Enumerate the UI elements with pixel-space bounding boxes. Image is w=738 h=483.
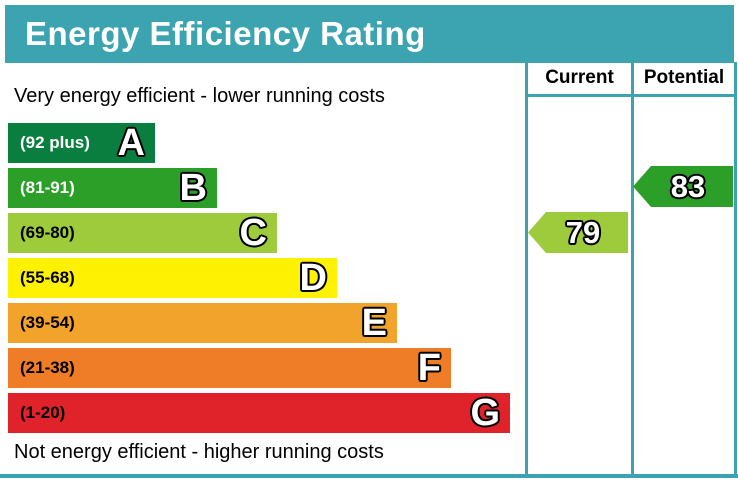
band-row-a: (92 plus) A — [8, 123, 155, 163]
band-row-b: (81-91) B — [8, 168, 217, 208]
band-letter: G — [470, 392, 500, 434]
current-rating-arrow: 79 — [528, 212, 628, 253]
band-range-label: (69-80) — [20, 223, 75, 242]
band-letter: F — [417, 347, 441, 389]
table-border-left — [525, 62, 528, 474]
page-title: Energy Efficiency Rating — [5, 5, 734, 63]
band-range-label: (55-68) — [20, 268, 75, 287]
band-letter: C — [239, 212, 267, 254]
band-letter: A — [117, 122, 145, 164]
band-letter: E — [361, 302, 387, 344]
band-row-d: (55-68) D — [8, 258, 337, 298]
band-range-label: (92 plus) — [20, 133, 90, 152]
band-row-f: (21-38) F — [8, 348, 451, 388]
band-row-g: (1-20) G — [8, 393, 510, 433]
band-range-label: (39-54) — [20, 313, 75, 332]
potential-rating-value: 83 — [670, 168, 706, 204]
band-row-c: (69-80) C — [8, 213, 277, 253]
note-very-efficient: Very energy efficient - lower running co… — [14, 85, 385, 107]
table-border-middle — [631, 62, 634, 474]
column-header-current: Current — [545, 67, 614, 88]
chart-bottom-border — [0, 474, 738, 478]
band-range-label: (81-91) — [20, 178, 75, 197]
band-range-label: (1-20) — [20, 403, 66, 422]
table-border-right — [734, 62, 737, 474]
note-not-efficient: Not energy efficient - higher running co… — [14, 441, 384, 463]
band-row-e: (39-54) E — [8, 303, 397, 343]
column-header-potential: Potential — [643, 67, 725, 88]
table-header-underline — [525, 94, 737, 97]
band-letter: B — [179, 167, 207, 209]
current-rating-value: 79 — [565, 214, 601, 250]
band-letter: D — [299, 257, 327, 299]
band-range-label: (21-38) — [20, 358, 75, 377]
potential-rating-arrow: 83 — [633, 166, 733, 207]
